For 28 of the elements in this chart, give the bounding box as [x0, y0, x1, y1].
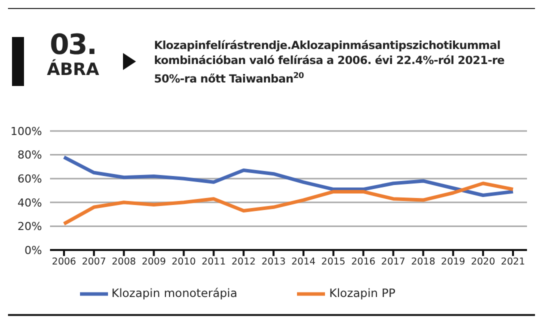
x-tick-label: 2013 [261, 256, 286, 268]
y-tick-label: 0% [24, 244, 42, 257]
x-tick-label: 2021 [500, 256, 526, 268]
x-tick-label: 2006 [52, 256, 76, 268]
x-tick-label: 2012 [232, 256, 256, 268]
x-tick-label: 2017 [381, 256, 406, 268]
x-tick-label: 2009 [142, 256, 166, 268]
legend-label: Klozapin monoterápia [112, 286, 238, 300]
x-tick-label: 2011 [202, 256, 226, 268]
line-series [62, 182, 515, 226]
y-tick-label: 40% [18, 196, 42, 210]
y-tick-label: 60% [18, 172, 42, 186]
x-tick-label: 2015 [321, 256, 346, 268]
legend-label: Klozapin PP [329, 286, 396, 300]
x-tick-label: 2008 [112, 256, 136, 268]
x-tick-label: 2010 [172, 256, 196, 268]
y-tick-label: 20% [18, 220, 42, 234]
y-tick-label: 100% [10, 124, 42, 138]
x-tick-label: 2016 [351, 256, 376, 268]
x-tick-label: 2019 [441, 256, 466, 268]
x-tick-label: 2020 [470, 256, 496, 268]
text: ÁBRA [46, 60, 100, 80]
x-tick-label: 2014 [291, 256, 316, 268]
y-tick-label: 80% [18, 148, 42, 162]
x-tick-label: 2007 [82, 256, 106, 268]
chart-title: Klozapinfelírástrendje.Aklozapinmásantipszichotikummal kombinációban való felírása a 2006. évi 22.4%-ról 2021-re 50%-ra nőtt Taiwanban$^{20}$ [154, 39, 504, 86]
x-tick-label: 2018 [411, 256, 436, 268]
line-series [62, 155, 515, 198]
